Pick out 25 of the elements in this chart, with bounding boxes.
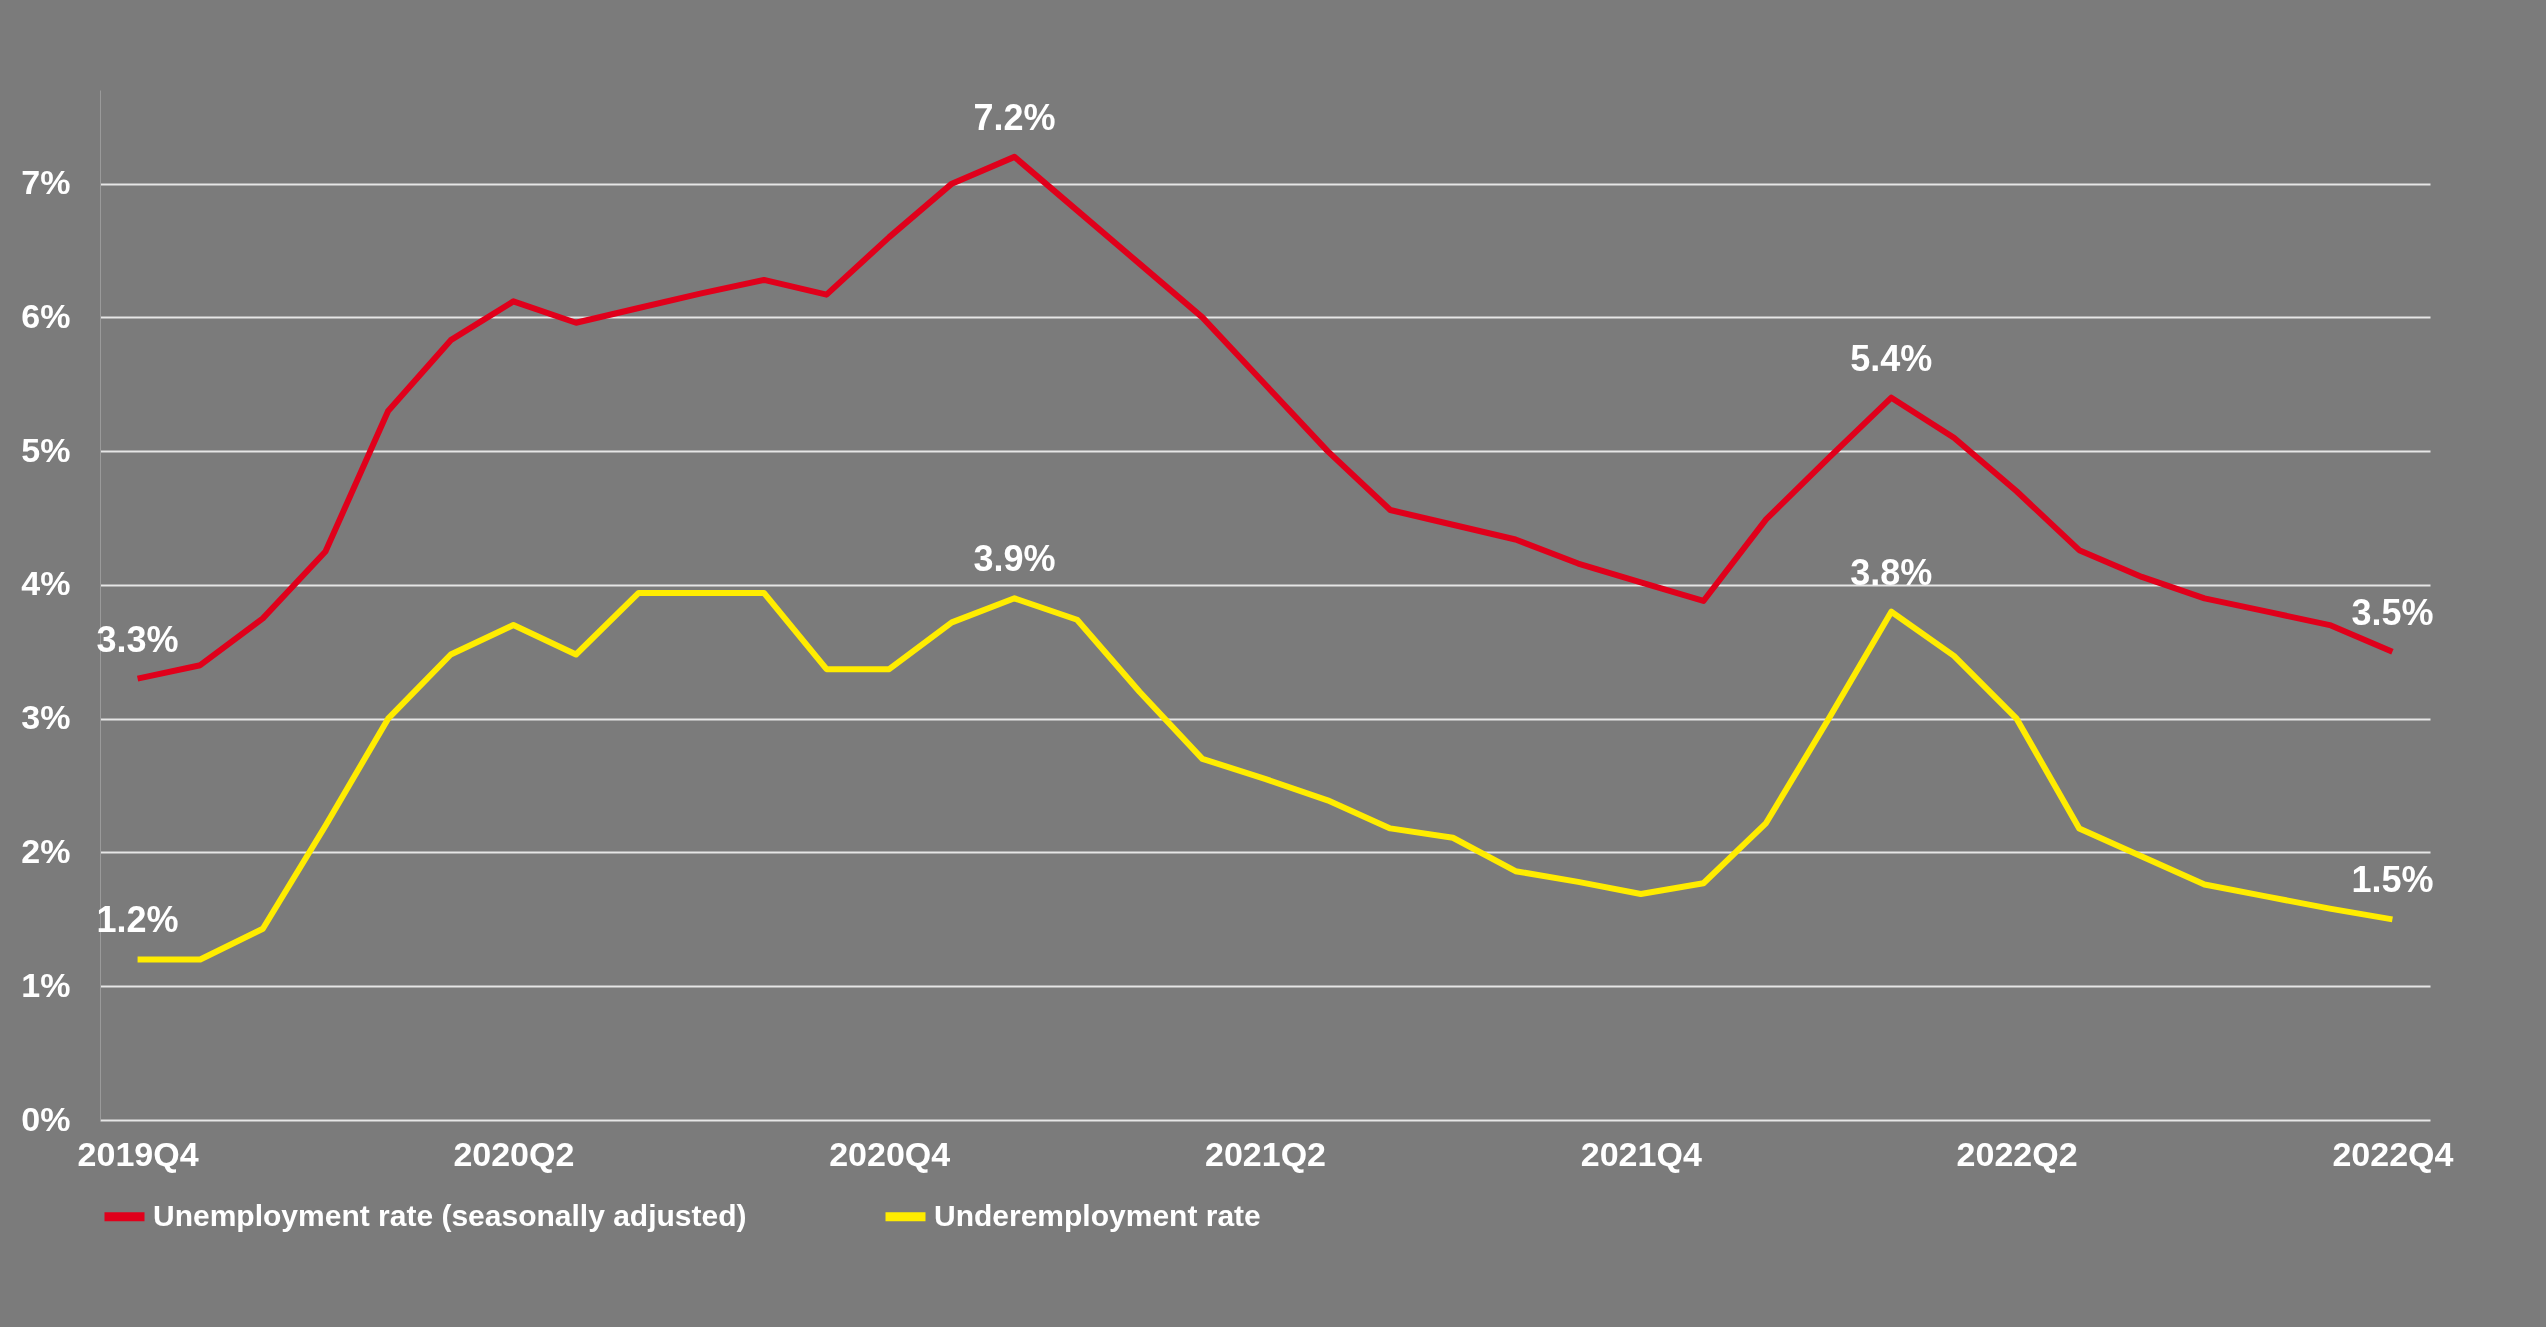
y-tick-label: 0% [21,1099,71,1138]
data-label: 5.4% [1850,337,1933,379]
y-tick-label: 4% [21,564,71,603]
legend-label: Unemployment rate (seasonally adjusted) [153,1198,747,1232]
data-label: 3.3% [96,618,179,660]
y-tick-label: 6% [21,296,71,335]
y-tick-label: 3% [21,698,71,737]
y-tick-label: 7% [21,163,71,202]
data-label: 3.9% [973,538,1056,580]
x-tick-label: 2021Q4 [1580,1134,1702,1173]
x-tick-label: 2021Q2 [1205,1134,1326,1173]
x-tick-label: 2019Q4 [77,1134,199,1173]
y-tick-label: 1% [21,965,71,1004]
data-label: 3.8% [1850,551,1933,593]
legend-label: Underemployment rate [934,1198,1261,1232]
data-label: 1.2% [96,899,179,941]
x-tick-label: 2020Q2 [453,1134,575,1173]
x-tick-label: 2020Q4 [829,1134,951,1173]
data-label: 1.5% [2351,859,2434,901]
y-tick-label: 5% [21,430,71,469]
data-label: 7.2% [973,96,1056,138]
x-tick-label: 2022Q2 [1956,1134,2078,1173]
y-tick-label: 2% [21,831,71,870]
x-tick-label: 2022Q4 [2332,1134,2454,1173]
data-label: 3.5% [2351,591,2434,633]
